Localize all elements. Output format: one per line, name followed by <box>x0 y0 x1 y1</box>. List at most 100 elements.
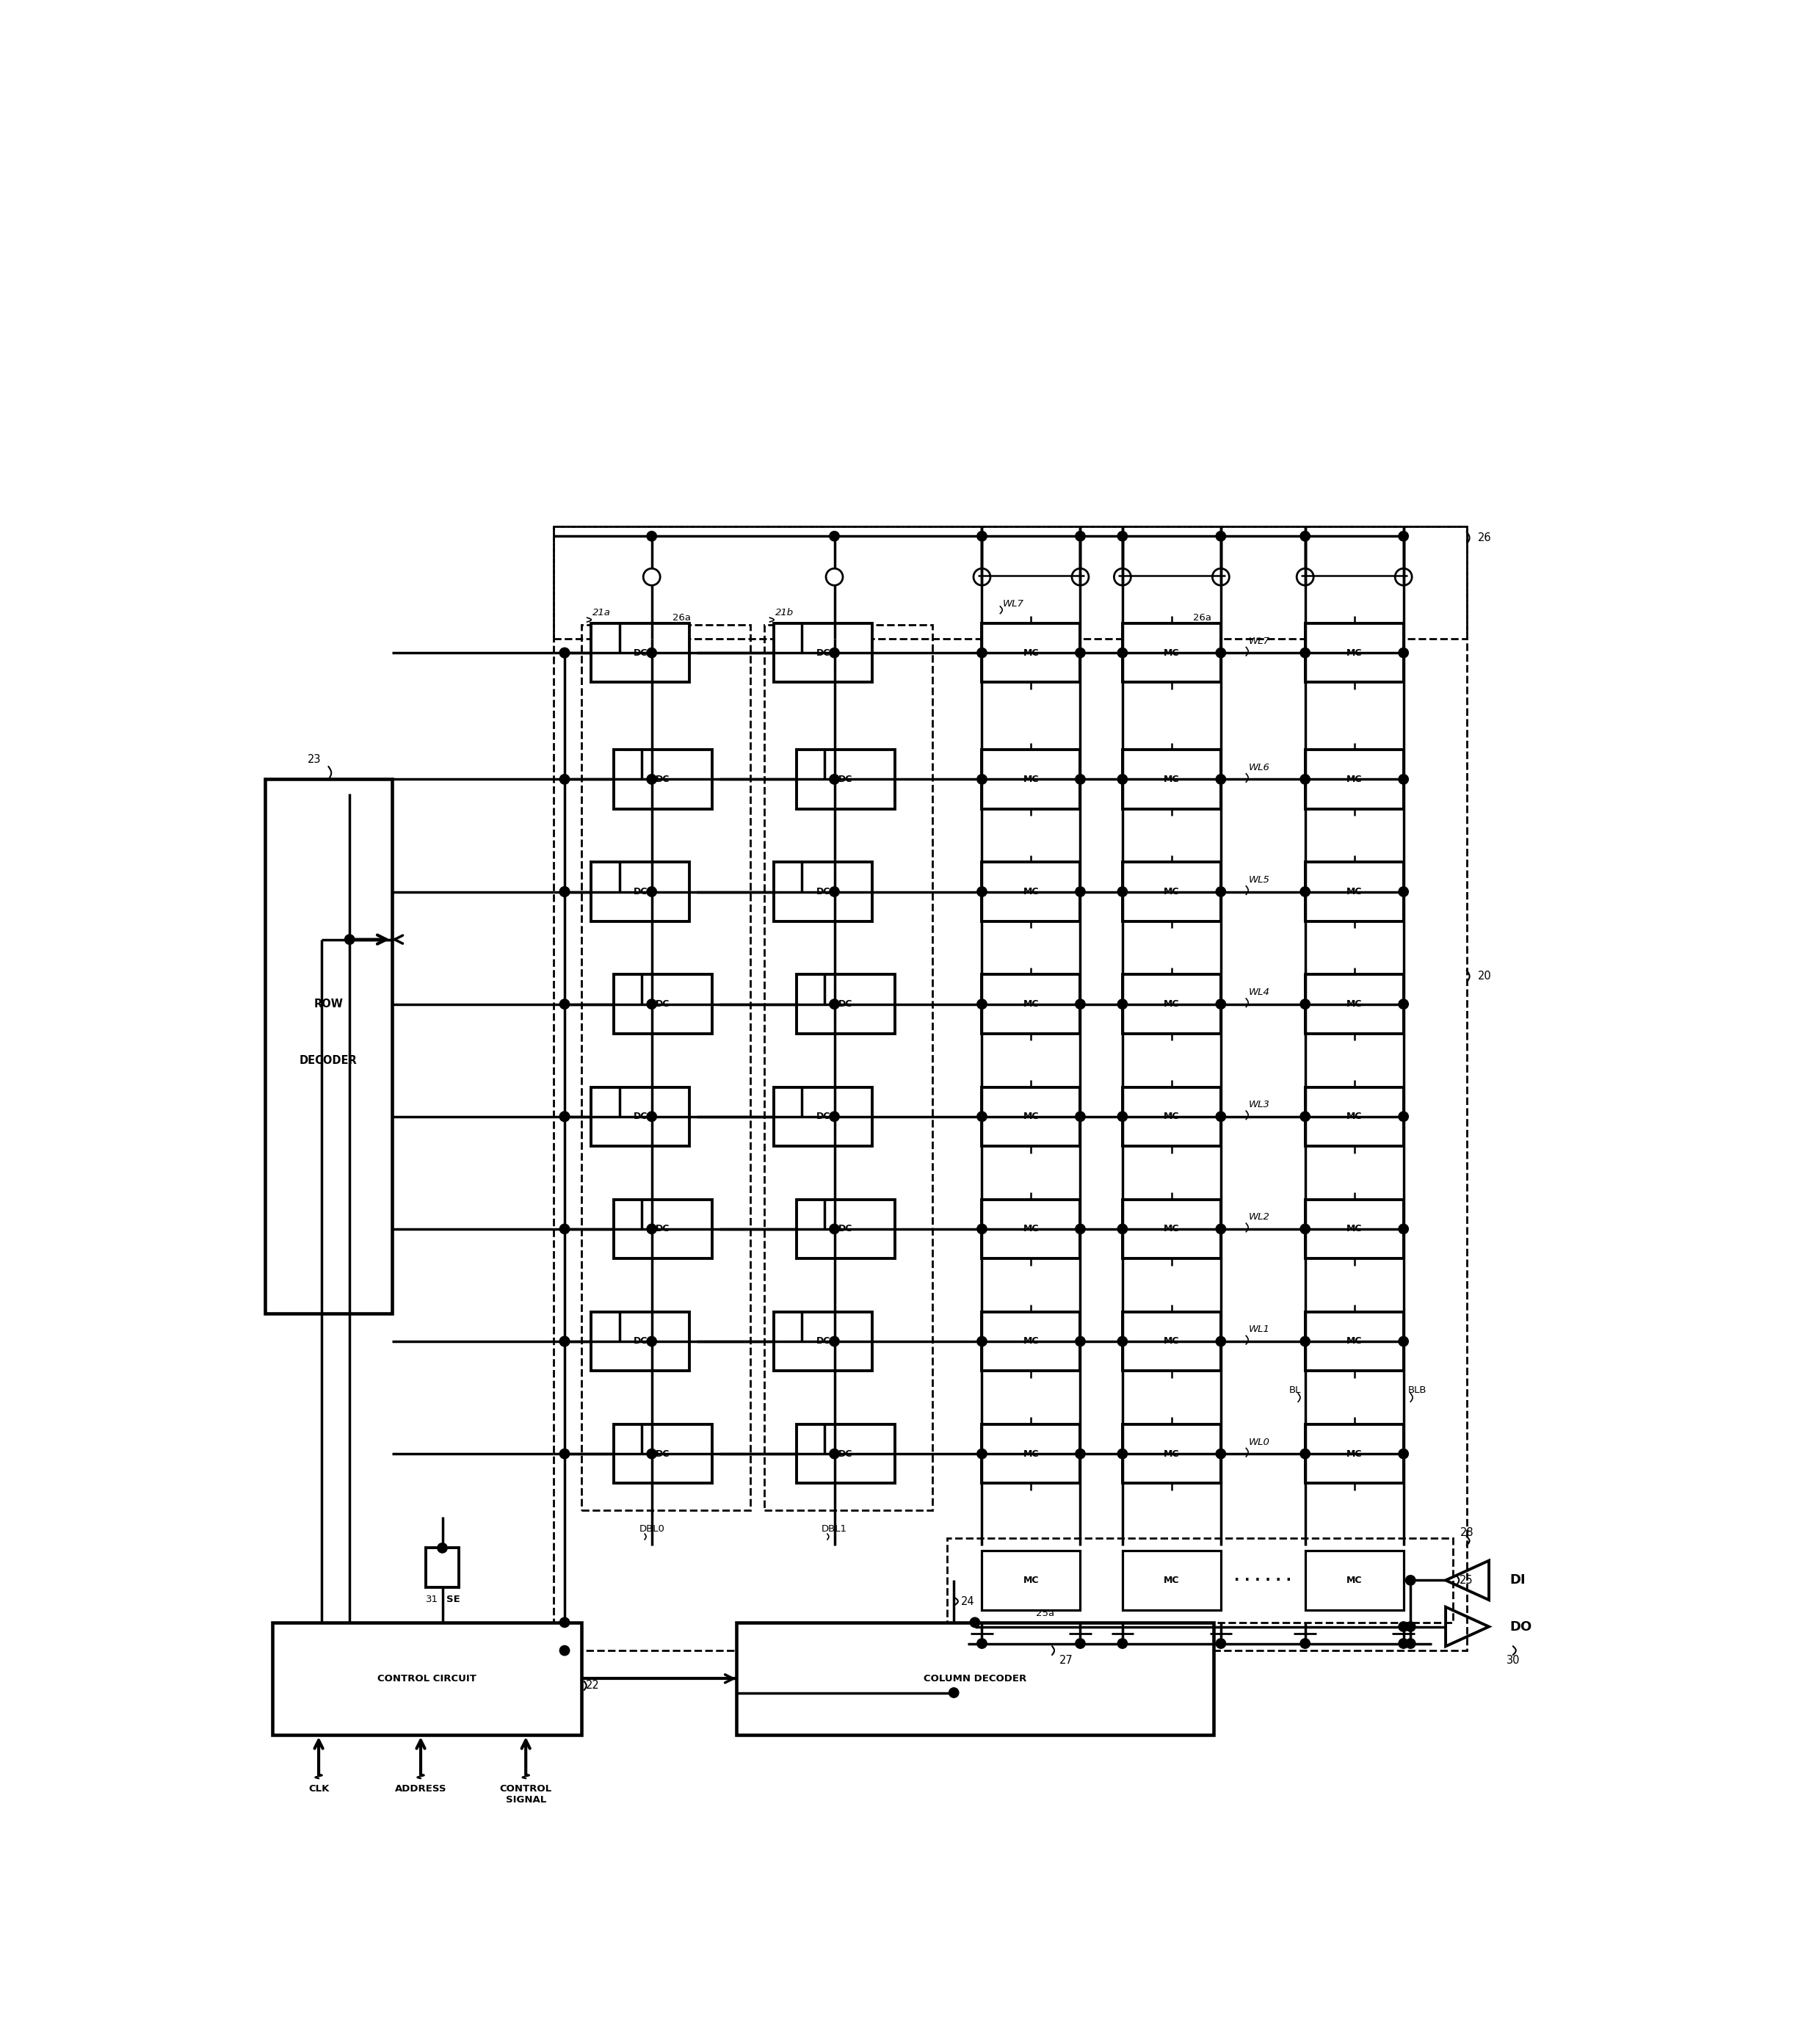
Bar <box>592 1312 690 1372</box>
Circle shape <box>977 1112 986 1122</box>
Circle shape <box>646 1000 657 1010</box>
Bar <box>613 1200 712 1259</box>
Circle shape <box>977 1224 986 1235</box>
Circle shape <box>1398 648 1409 658</box>
Text: DBL1: DBL1 <box>821 1525 848 1533</box>
Text: WL5: WL5 <box>1249 875 1270 885</box>
Circle shape <box>646 1337 657 1347</box>
Text: 22: 22 <box>586 1680 599 1690</box>
Circle shape <box>1299 1639 1310 1647</box>
Text: DC: DC <box>839 1449 854 1459</box>
Text: CONTROL CIRCUIT: CONTROL CIRCUIT <box>377 1674 477 1684</box>
Bar <box>1305 975 1403 1034</box>
Bar <box>983 623 1081 683</box>
Text: 28: 28 <box>1460 1527 1474 1539</box>
Text: &: & <box>439 1562 446 1572</box>
Circle shape <box>646 531 657 542</box>
Text: MC: MC <box>1163 648 1179 658</box>
Circle shape <box>977 775 986 785</box>
Bar <box>1305 1200 1403 1259</box>
Circle shape <box>1405 1576 1416 1586</box>
Bar <box>592 623 690 683</box>
Circle shape <box>1299 1112 1310 1122</box>
Circle shape <box>830 887 839 897</box>
Bar <box>1305 750 1403 809</box>
Text: 31: 31 <box>426 1594 439 1605</box>
Circle shape <box>830 1224 839 1235</box>
Circle shape <box>561 1112 570 1122</box>
Bar <box>592 863 690 922</box>
Circle shape <box>1117 775 1127 785</box>
Circle shape <box>977 1639 986 1647</box>
Circle shape <box>970 1617 979 1627</box>
Text: DC: DC <box>655 775 670 785</box>
Circle shape <box>948 1688 959 1699</box>
Circle shape <box>646 1449 657 1459</box>
Text: WL7: WL7 <box>1249 636 1270 646</box>
Bar <box>426 1547 459 1588</box>
Circle shape <box>1299 1337 1310 1347</box>
Text: 27: 27 <box>1059 1656 1074 1666</box>
Text: 20: 20 <box>1478 971 1492 981</box>
Circle shape <box>1117 1000 1127 1010</box>
Circle shape <box>561 1645 570 1656</box>
Text: MC: MC <box>1163 1337 1179 1347</box>
Text: DC: DC <box>633 887 648 897</box>
Circle shape <box>1117 1449 1127 1459</box>
Circle shape <box>1398 887 1409 897</box>
Circle shape <box>830 775 839 785</box>
Circle shape <box>561 887 570 897</box>
Circle shape <box>1117 1337 1127 1347</box>
Text: MC: MC <box>1347 1576 1361 1584</box>
Bar <box>581 625 750 1511</box>
Text: 21b: 21b <box>775 609 794 617</box>
Bar <box>1123 1551 1221 1611</box>
Bar <box>983 1200 1081 1259</box>
Text: MC: MC <box>1163 1224 1179 1235</box>
Text: 30: 30 <box>1507 1656 1520 1666</box>
Text: MC: MC <box>1163 1112 1179 1122</box>
Bar <box>797 750 895 809</box>
Circle shape <box>977 531 986 542</box>
Text: DECODER: DECODER <box>300 1055 357 1065</box>
Circle shape <box>830 531 839 542</box>
Text: MC: MC <box>1023 887 1039 897</box>
Circle shape <box>1398 1224 1409 1235</box>
Text: ADDRESS: ADDRESS <box>395 1784 446 1793</box>
Circle shape <box>1398 531 1409 542</box>
Circle shape <box>561 1224 570 1235</box>
Bar <box>1305 1425 1403 1484</box>
Text: BL: BL <box>1289 1386 1301 1394</box>
Bar <box>983 1312 1081 1372</box>
Circle shape <box>1117 1112 1127 1122</box>
Circle shape <box>977 1000 986 1010</box>
Bar <box>797 1425 895 1484</box>
Text: MC: MC <box>1347 1337 1361 1347</box>
Bar <box>1123 1425 1221 1484</box>
Text: DC: DC <box>655 1449 670 1459</box>
Bar <box>1123 975 1221 1034</box>
Text: 21a: 21a <box>593 609 612 617</box>
Bar <box>735 1623 1214 1735</box>
Circle shape <box>1117 1224 1127 1235</box>
Circle shape <box>1216 775 1225 785</box>
Bar <box>983 750 1081 809</box>
Text: DC: DC <box>839 1000 854 1010</box>
Circle shape <box>561 1617 570 1627</box>
Bar <box>553 527 1467 638</box>
Bar <box>613 975 712 1034</box>
Circle shape <box>1076 648 1085 658</box>
Bar <box>266 779 391 1314</box>
Text: DC: DC <box>839 1224 854 1235</box>
Circle shape <box>1405 1621 1416 1631</box>
Circle shape <box>561 648 570 658</box>
Circle shape <box>561 775 570 785</box>
Circle shape <box>830 1337 839 1347</box>
Text: MC: MC <box>1023 1337 1039 1347</box>
Text: WL4: WL4 <box>1249 987 1270 997</box>
Circle shape <box>1216 1449 1225 1459</box>
Circle shape <box>646 775 657 785</box>
Circle shape <box>1216 531 1225 542</box>
Text: 26a: 26a <box>673 613 692 623</box>
Bar <box>1123 750 1221 809</box>
